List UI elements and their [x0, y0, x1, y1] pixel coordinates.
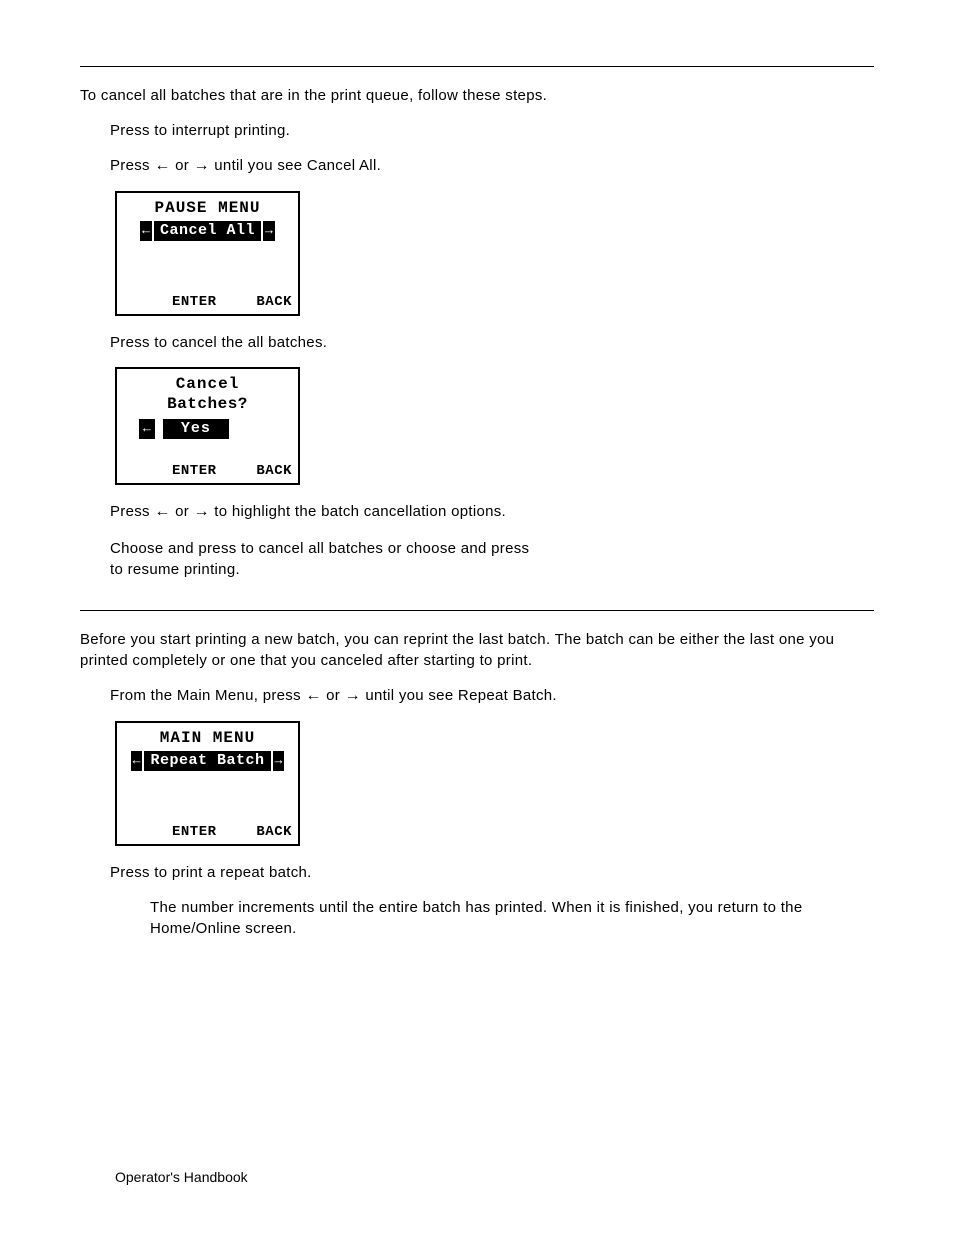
step2-a: Press	[110, 157, 154, 174]
right-arrow-icon-2: →	[194, 503, 210, 520]
lcd3-enter: ENTER	[172, 824, 217, 840]
lcd2-line2: Batches?	[117, 393, 298, 413]
repeat-step-2: Press to print a repeat batch.	[110, 862, 874, 883]
lcd3-left-arrow-icon: ←	[131, 751, 143, 771]
step4-c: to highlight the batch cancellation opti…	[210, 503, 506, 520]
step-2: Press ← or → until you see Cancel All.	[110, 155, 874, 177]
lcd3-highlight: Repeat Batch	[144, 751, 270, 771]
rstep1-b: or	[322, 687, 345, 704]
lcd1-highlight-row: ← Cancel All →	[117, 221, 298, 241]
step5-a: Choose and press to cancel all batches o…	[110, 540, 529, 557]
lcd2-yes-row: ← Yes	[117, 419, 298, 439]
left-arrow-icon-2: ←	[154, 503, 170, 520]
lcd1-highlight: Cancel All	[154, 221, 261, 241]
lcd1-bottom: ENTER BACK	[117, 294, 298, 310]
lcd1-enter: ENTER	[172, 294, 217, 310]
repeat-intro: Before you start printing a new batch, y…	[80, 629, 874, 671]
step-3: Press to cancel the all batches.	[110, 332, 874, 353]
step4-b: or	[171, 503, 194, 520]
lcd2-enter: ENTER	[172, 463, 217, 479]
lcd3-right-arrow-icon: →	[273, 751, 285, 771]
lcd-main-menu: MAIN MENU ← Repeat Batch → ENTER BACK	[115, 721, 300, 846]
intro-text: To cancel all batches that are in the pr…	[80, 85, 874, 106]
lcd3-back: BACK	[256, 824, 292, 840]
lcd-cancel-batches: Cancel Batches? ← Yes ENTER BACK	[115, 367, 300, 485]
lcd3-bottom: ENTER BACK	[117, 824, 298, 840]
left-arrow-icon: ←	[154, 157, 170, 174]
lcd3-highlight-row: ← Repeat Batch →	[117, 751, 298, 771]
repeat-note: The number increments until the entire b…	[150, 897, 874, 939]
right-arrow-icon-3: →	[345, 687, 361, 704]
left-arrow-icon-3: ←	[305, 687, 321, 704]
lcd1-left-arrow-icon: ←	[140, 221, 152, 241]
section-rule	[80, 610, 874, 611]
lcd3-title: MAIN MENU	[117, 723, 298, 747]
repeat-step-1: From the Main Menu, press ← or → until y…	[110, 685, 874, 707]
rstep1-c: until you see Repeat Batch.	[361, 687, 557, 704]
lcd2-yes: Yes	[163, 419, 229, 439]
lcd1-back: BACK	[256, 294, 292, 310]
step5-b: to resume printing.	[110, 561, 240, 578]
lcd2-left-arrow-icon: ←	[139, 419, 155, 439]
step-4: Press ← or → to highlight the batch canc…	[110, 501, 874, 523]
step-1: Press to interrupt printing.	[110, 120, 874, 141]
step4-a: Press	[110, 503, 154, 520]
step2-b: or	[171, 157, 194, 174]
lcd-pause-menu: PAUSE MENU ← Cancel All → ENTER BACK	[115, 191, 300, 316]
rstep1-a: From the Main Menu, press	[110, 687, 305, 704]
lcd2-bottom: ENTER BACK	[117, 463, 298, 479]
lcd1-title: PAUSE MENU	[117, 193, 298, 217]
lcd2-line1: Cancel	[117, 369, 298, 393]
step2-c: until you see Cancel All.	[210, 157, 381, 174]
top-rule	[80, 66, 874, 67]
lcd1-right-arrow-icon: →	[263, 221, 275, 241]
right-arrow-icon: →	[194, 157, 210, 174]
footer-text: Operator's Handbook	[115, 1169, 248, 1185]
step-5: Choose and press to cancel all batches o…	[110, 538, 874, 580]
lcd2-back: BACK	[256, 463, 292, 479]
